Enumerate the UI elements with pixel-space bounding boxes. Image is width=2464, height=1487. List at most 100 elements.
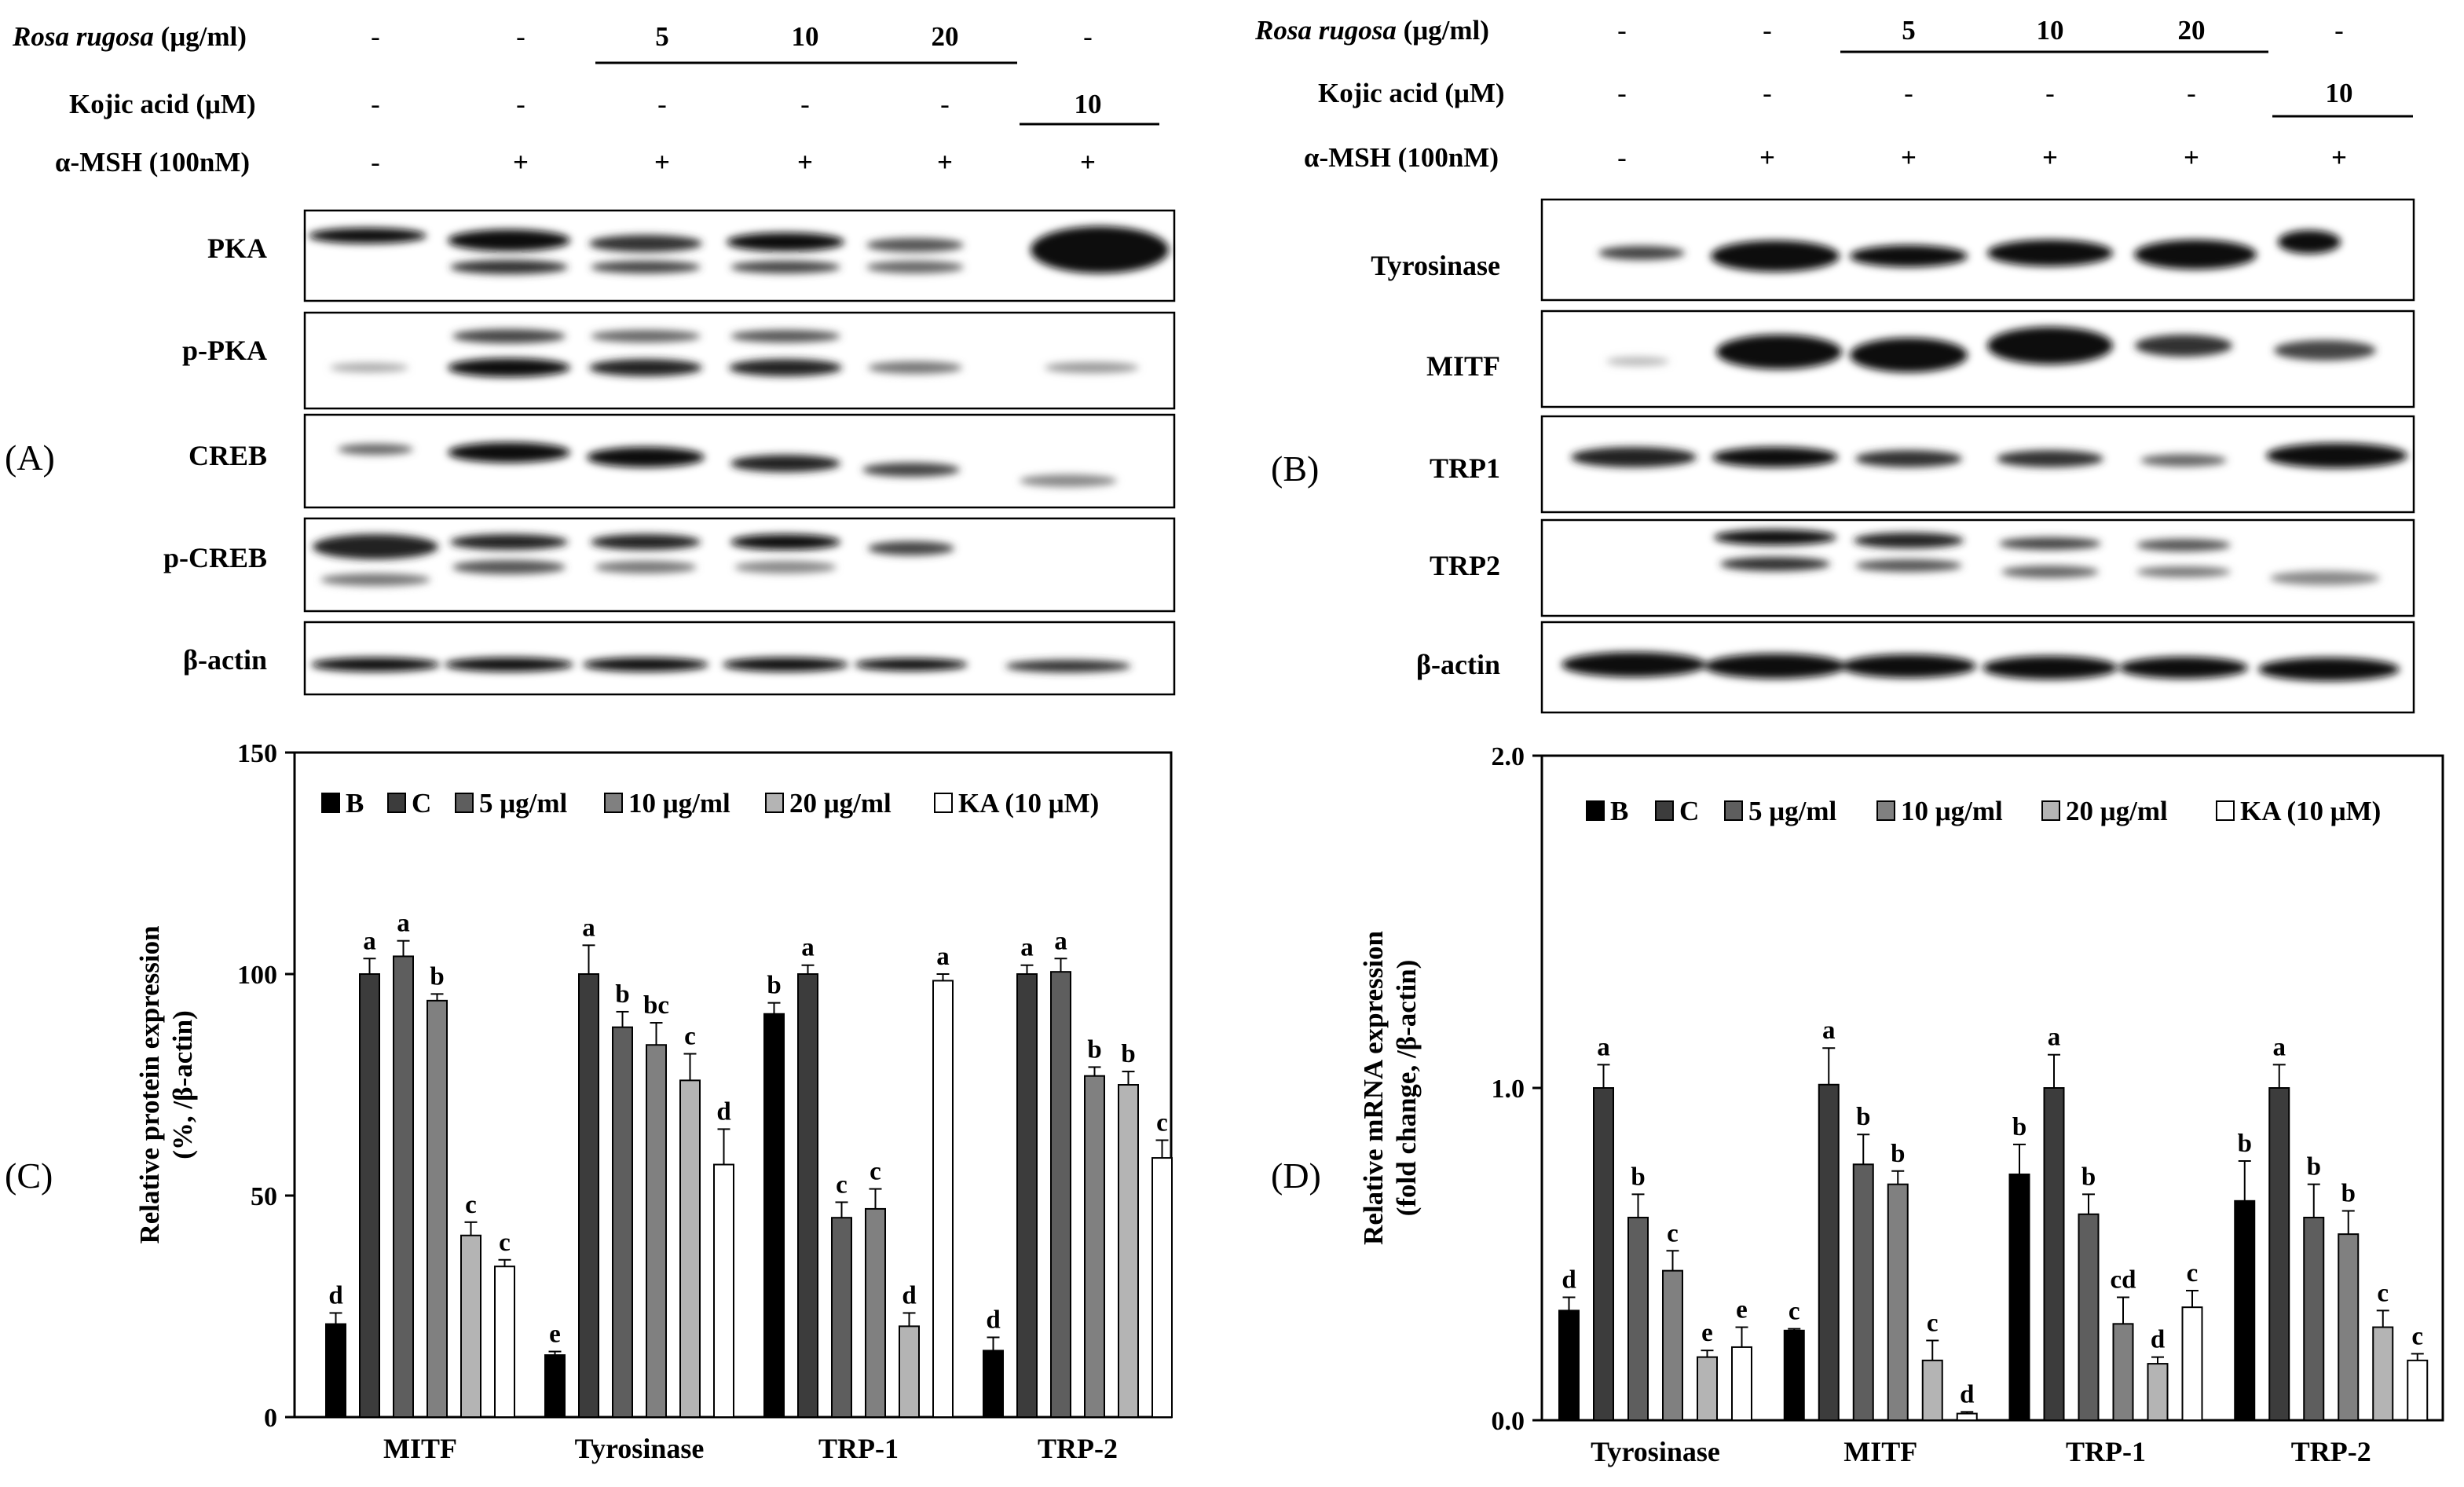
rosa-rugosa-row-label: Rosa rugosa (μg/ml) <box>1254 15 1489 46</box>
significance-letter: b <box>1856 1103 1870 1131</box>
bar <box>612 1026 633 1419</box>
treatment-value: - <box>1083 21 1093 52</box>
legend-swatch <box>455 793 474 813</box>
band <box>855 658 968 671</box>
significance-letter: b <box>2012 1113 2026 1141</box>
significance-letter: c <box>499 1229 511 1257</box>
band <box>730 455 840 472</box>
blot-strip-p-pka <box>303 311 1176 410</box>
treatment-value: - <box>371 147 380 178</box>
bar <box>2372 1326 2394 1422</box>
panel-label-c: (C) <box>5 1156 53 1196</box>
significance-letter: b <box>767 972 781 1000</box>
legend-swatch <box>321 793 340 813</box>
significance-letter: b <box>2081 1163 2096 1191</box>
band <box>2136 566 2231 577</box>
band <box>1841 654 1976 678</box>
treatment-value: - <box>2187 78 2196 108</box>
treatment-value: - <box>657 89 667 119</box>
significance-letter: b <box>1087 1035 1101 1064</box>
significance-letter: cd <box>2111 1265 2136 1294</box>
bar <box>679 1079 701 1418</box>
significance-letter: e <box>549 1320 561 1349</box>
legend-swatch <box>1655 800 1674 821</box>
band <box>450 534 568 550</box>
x-category-label: TRP-1 <box>818 1433 899 1464</box>
legend-label: 5 μg/ml <box>479 788 567 819</box>
bar <box>983 1350 1004 1419</box>
treatment-value: 5 <box>655 21 669 52</box>
band <box>2001 566 2099 578</box>
treatment-value: - <box>2334 15 2344 46</box>
band <box>2119 657 2248 679</box>
significance-letter: d <box>986 1306 1000 1334</box>
band <box>1987 240 2113 266</box>
band <box>591 330 701 342</box>
chart-c: Relative protein expression(%, /β-actin)… <box>134 739 1173 1464</box>
significance-letter: c <box>836 1170 848 1199</box>
band <box>1997 450 2103 467</box>
band <box>2270 571 2380 585</box>
significance-letter: a <box>936 943 950 971</box>
significance-letter: c <box>2187 1259 2199 1287</box>
significance-letter: a <box>363 927 376 955</box>
blot-strip-tyrosinase <box>1540 198 2415 302</box>
treatment-table-a: Rosa rugosa (μg/ml) Kojic acid (μM) α-MS… <box>12 21 1159 178</box>
legend-label: C <box>412 788 431 819</box>
treatment-value: - <box>1617 142 1627 173</box>
treatment-value: 10 <box>792 21 819 52</box>
y-axis-title: Relative mRNA expression(fold change, /β… <box>1358 931 1422 1245</box>
significance-letter: a <box>801 934 815 962</box>
treatment-value: - <box>2045 78 2055 108</box>
treatment-value: + <box>2042 142 2058 173</box>
blot-row-label: β-actin <box>1416 649 1500 680</box>
y-tick-label: 1.0 <box>1492 1075 1525 1104</box>
band <box>338 444 413 455</box>
y-tick-label: 0 <box>264 1404 277 1433</box>
legend-swatch <box>2041 800 2060 821</box>
band <box>868 361 962 374</box>
band <box>595 561 697 573</box>
bar <box>2043 1087 2065 1421</box>
x-category-label: Tyrosinase <box>575 1433 705 1464</box>
band <box>1711 240 1840 272</box>
legend-swatch <box>1876 800 1895 821</box>
treatment-value: + <box>654 147 670 178</box>
significance-letter: b <box>2341 1180 2356 1208</box>
x-category-label: TRP-2 <box>1038 1433 1118 1464</box>
significance-letter: b <box>1121 1040 1135 1068</box>
x-category-label: Tyrosinase <box>1591 1436 1720 1467</box>
legend-label: 5 μg/ml <box>1748 796 1836 826</box>
band <box>448 358 570 377</box>
treatment-value: + <box>2331 142 2347 173</box>
treatment-value: 10 <box>2037 15 2064 46</box>
bar <box>2112 1323 2134 1421</box>
band <box>1704 654 1846 679</box>
band <box>2266 443 2407 468</box>
significance-letter: c <box>1156 1109 1168 1137</box>
band <box>2134 240 2257 269</box>
bar <box>1151 1157 1173 1419</box>
bar <box>1016 973 1038 1418</box>
legend-label: 20 μg/ml <box>2066 796 2168 826</box>
band <box>1983 656 2118 679</box>
panel-label-a: (A) <box>5 438 55 478</box>
significance-letter: c <box>465 1191 477 1219</box>
band <box>591 261 701 273</box>
significance-letter: c <box>1789 1298 1800 1326</box>
bar <box>932 980 954 1418</box>
treatment-value: - <box>1617 15 1627 46</box>
treatment-value: 5 <box>1902 15 1916 46</box>
blot-strip-trp2 <box>1540 518 2415 617</box>
legend-label: 20 μg/ml <box>789 788 892 819</box>
bar <box>1852 1163 1874 1422</box>
bar <box>1887 1183 1909 1422</box>
band <box>311 657 440 672</box>
blot-row-label: β-actin <box>183 644 267 676</box>
band <box>1987 327 2113 364</box>
bar <box>1921 1359 1943 1421</box>
band <box>320 573 430 586</box>
band <box>448 442 570 463</box>
band <box>730 534 840 550</box>
western-blot-a: PKA p-PKA CREB p-CREB β-actin <box>163 209 1176 696</box>
